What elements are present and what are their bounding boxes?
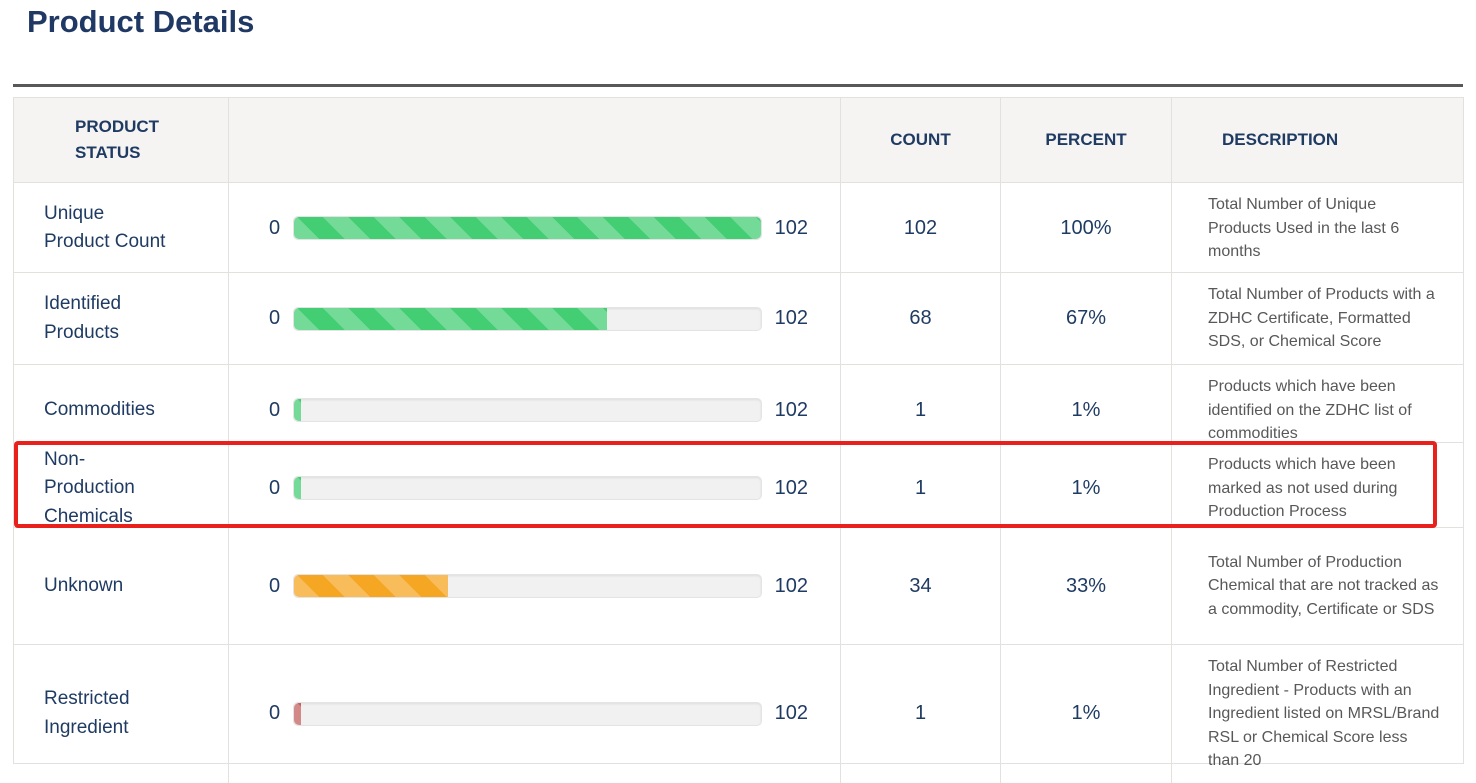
header-description: DESCRIPTION: [1172, 98, 1463, 182]
row-percent: 1%: [1071, 476, 1101, 499]
row-description-cell: Products which have been identified on t…: [1172, 365, 1463, 456]
bar-max-label: 102: [774, 307, 808, 329]
row-percent: 33%: [1065, 574, 1107, 597]
row-status-label: Restricted Ingredient: [44, 688, 130, 738]
row-status-label: Non-Production Chemicals: [44, 448, 135, 527]
progress-bar-track: [293, 701, 762, 726]
row-status-cell: Unique Product Count: [14, 183, 229, 274]
header-percent-label: PERCENT: [1045, 130, 1127, 149]
title-divider: [13, 84, 1463, 87]
progress-bar-fill: [294, 477, 302, 500]
row-percent-cell: 67%: [1001, 273, 1172, 364]
row-count: 34: [909, 574, 932, 597]
progress-bar-fill: [294, 217, 761, 240]
bar-max-label: 102: [774, 398, 808, 421]
row-percent: 1%: [1071, 702, 1101, 725]
row-description-cell: Total Number of Unique Products Used in …: [1172, 183, 1463, 274]
header-product-status: PRODUCT STATUS: [14, 98, 229, 182]
table-row: Restricted Ingredient 0 102 1 1% Total N…: [14, 645, 1463, 783]
bar-min-label: 0: [269, 702, 281, 725]
table-row: Unique Product Count 0 102 102 100% Tota…: [14, 183, 1463, 274]
bar-min-label: 0: [269, 574, 281, 597]
table-header-row: PRODUCT STATUS COUNT PERCENT DESCRIPTION: [14, 98, 1463, 183]
row-bar-cell: 0 102: [229, 365, 841, 456]
bar-max-label: 102: [774, 574, 808, 597]
row-count: 1: [914, 702, 927, 725]
row-count: 68: [909, 307, 932, 329]
row-count-cell: 102: [841, 183, 1001, 274]
row-description: Total Number of Restricted Ingredient - …: [1208, 658, 1440, 770]
header-count: COUNT: [841, 98, 1001, 182]
progress-bar-fill: [294, 307, 607, 330]
bar-min-label: 0: [269, 307, 281, 329]
row-description: Total Number of Unique Products Used in …: [1208, 196, 1400, 261]
header-count-label: COUNT: [890, 130, 951, 149]
bar-min-label: 0: [269, 398, 281, 421]
row-percent: 100%: [1060, 216, 1112, 239]
header-percent: PERCENT: [1001, 98, 1172, 182]
row-description: Products which have been identified on t…: [1208, 378, 1412, 443]
row-percent: 1%: [1071, 398, 1101, 421]
row-status-cell: Identified Products: [14, 273, 229, 364]
row-percent-cell: 100%: [1001, 183, 1172, 274]
row-bar-cell: 0 102: [229, 183, 841, 274]
bar-max-label: 102: [774, 702, 808, 725]
row-bar-cell: 0 102: [229, 645, 841, 783]
row-count-cell: 1: [841, 645, 1001, 783]
row-status-label: Commodities: [44, 399, 155, 421]
table-row: Commodities 0 102 1 1% Products which ha…: [14, 365, 1463, 456]
row-description-cell: Total Number of Production Chemical that…: [1172, 528, 1463, 644]
row-description: Total Number of Products with a ZDHC Cer…: [1208, 286, 1435, 351]
row-description-cell: Total Number of Products with a ZDHC Cer…: [1172, 273, 1463, 364]
row-description-cell: Products which have been marked as not u…: [1172, 443, 1463, 534]
row-percent-cell: 1%: [1001, 365, 1172, 456]
progress-bar-track: [293, 306, 762, 331]
row-count: 102: [903, 216, 938, 239]
row-description-cell: Total Number of Restricted Ingredient - …: [1172, 645, 1463, 783]
row-percent-cell: 1%: [1001, 443, 1172, 534]
row-status-label: Unknown: [44, 574, 124, 596]
progress-bar-fill: [294, 399, 302, 422]
row-bar-cell: 0 102: [229, 273, 841, 364]
row-count-cell: 1: [841, 443, 1001, 534]
row-percent-cell: 1%: [1001, 645, 1172, 783]
table-row: Non-Production Chemicals 0 102 1 1% Prod…: [14, 441, 1463, 534]
row-percent: 67%: [1065, 307, 1107, 329]
row-count: 1: [914, 476, 927, 499]
header-product-status-label: PRODUCT STATUS: [75, 116, 160, 162]
row-count: 1: [914, 398, 927, 421]
progress-bar-fill: [294, 575, 449, 597]
row-bar-cell: 0 102: [229, 528, 841, 644]
bar-min-label: 0: [269, 476, 281, 499]
bar-max-label: 102: [774, 476, 808, 499]
table-body: Unique Product Count 0 102 102 100% Tota…: [14, 183, 1463, 783]
row-status-cell: Non-Production Chemicals: [14, 443, 229, 534]
bar-min-label: 0: [269, 216, 281, 239]
row-status-cell: Restricted Ingredient: [14, 645, 229, 783]
bar-max-label: 102: [774, 216, 808, 239]
progress-bar-track: [293, 476, 762, 501]
row-status-cell: Commodities: [14, 365, 229, 456]
row-bar-cell: 0 102: [229, 443, 841, 534]
page-title: Product Details: [27, 4, 255, 39]
progress-bar-track: [293, 216, 762, 241]
product-details-table: PRODUCT STATUS COUNT PERCENT DESCRIPTION…: [13, 97, 1464, 783]
row-status-label: Unique Product Count: [44, 202, 166, 253]
table-row: Unknown 0 102 34 33% Total Number of Pro…: [14, 528, 1463, 645]
row-description: Products which have been marked as not u…: [1208, 456, 1398, 521]
row-status-cell: Unknown: [14, 528, 229, 644]
row-count-cell: 34: [841, 528, 1001, 644]
header-bar-column: [229, 98, 841, 182]
progress-bar-fill: [294, 702, 302, 725]
table-row: Identified Products 0 102 68 67% Total N…: [14, 273, 1463, 365]
header-description-label: DESCRIPTION: [1222, 130, 1339, 149]
row-count-cell: 68: [841, 273, 1001, 364]
progress-bar-track: [293, 574, 762, 598]
row-description: Total Number of Production Chemical that…: [1208, 553, 1439, 618]
progress-bar-track: [293, 398, 762, 423]
row-status-label: Identified Products: [44, 293, 122, 343]
row-percent-cell: 33%: [1001, 528, 1172, 644]
row-count-cell: 1: [841, 365, 1001, 456]
